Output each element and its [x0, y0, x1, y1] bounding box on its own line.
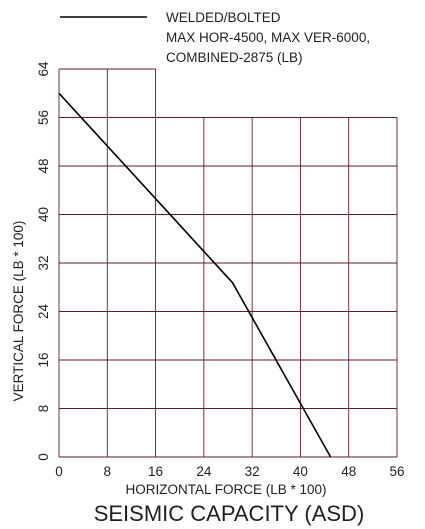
- x-tick-label-1: 8: [104, 464, 112, 479]
- tick-labels: 0 8 16 24 32 40 48 56 0 8 16 24 32 40 48 56 64: [36, 61, 405, 479]
- y-tick-label-6: 48: [36, 158, 51, 173]
- x-tick-label-5: 40: [293, 464, 308, 479]
- y-tick-label-4: 32: [36, 255, 51, 270]
- x-tick-label-3: 24: [196, 464, 212, 479]
- y-axis-label: VERTICAL FORCE (LB * 100): [11, 221, 26, 402]
- legend-line-2: MAX HOR-4500, MAX VER-6000,: [166, 30, 370, 45]
- series-line-0: [58, 92, 332, 458]
- x-axis-label: HORIZONTAL FORCE (LB * 100): [125, 482, 326, 497]
- legend-line-1: WELDED/BOLTED: [166, 10, 281, 25]
- x-tick-label-4: 32: [245, 464, 260, 479]
- y-tick-label-5: 40: [36, 207, 51, 222]
- series-layer: [58, 92, 332, 458]
- y-tick-label-7: 56: [36, 110, 51, 125]
- x-tick-label-6: 48: [341, 464, 356, 479]
- chart-title: SEISMIC CAPACITY (ASD): [94, 501, 365, 526]
- y-tick-label-2: 16: [36, 352, 51, 367]
- x-tick-label-2: 16: [148, 464, 163, 479]
- x-tick-label-7: 56: [389, 464, 404, 479]
- y-tick-label-3: 24: [36, 304, 51, 320]
- legend-line-3: COMBINED-2875 (LB): [166, 50, 303, 65]
- grid: [58, 68, 398, 458]
- y-tick-label-0: 0: [36, 453, 51, 461]
- x-tick-label-0: 0: [55, 464, 63, 479]
- y-tick-label-1: 8: [36, 405, 51, 413]
- legend: WELDED/BOLTED MAX HOR-4500, MAX VER-6000…: [60, 10, 370, 65]
- y-tick-label-8: 64: [36, 61, 51, 77]
